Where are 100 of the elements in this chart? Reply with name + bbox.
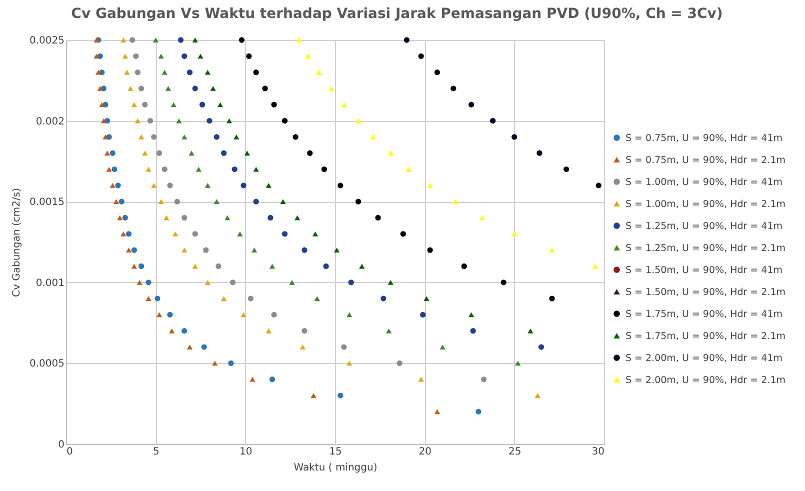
point [146,166,152,172]
point [146,280,152,286]
point [476,408,482,414]
point [538,344,544,350]
chart-title: Cv Gabungan Vs Waktu terhadap Variasi Jarak Pemasangan PVD (U90%, Ch = 3Cv) [71,6,723,22]
point [162,166,168,172]
point [253,198,259,204]
point [271,102,277,108]
point [280,199,286,204]
point [396,360,402,366]
point [490,118,496,124]
point [228,360,234,366]
point [300,344,306,350]
point [292,134,298,140]
point [226,118,232,124]
point [434,409,440,414]
point [246,53,252,59]
point [154,296,160,302]
point [198,54,204,59]
point [500,280,506,286]
y-tick-label: 0.001 [36,278,64,289]
point [112,166,118,172]
point [131,247,137,253]
point [266,328,272,334]
y-tick-label: 0 [58,440,64,450]
point [142,102,148,108]
point [312,231,318,236]
y-tick-label: 0.0025 [30,36,64,46]
point [302,247,308,253]
point [269,376,276,382]
point [370,134,376,140]
point [515,360,521,366]
point [138,263,144,270]
point [434,70,440,76]
point [470,328,476,334]
point [238,37,245,43]
point [220,296,227,302]
point [162,70,168,75]
point [549,248,555,253]
x-tick-label: 0 [66,446,73,458]
point [400,231,406,237]
point [151,182,157,188]
point [210,86,216,91]
point [512,134,518,140]
point [450,86,456,92]
point [262,86,268,92]
point [118,198,124,204]
point [216,263,222,270]
y-axis-title: Cv Gabungan (cm2/s) [12,188,23,297]
point [596,182,602,188]
x-axis-title: Waktu ( minggu) [294,462,378,474]
point [188,150,194,156]
point [165,86,172,91]
point [240,312,246,318]
point [338,392,344,398]
point [294,215,300,220]
legend-label: S = 1.75m, U = 90%, Hdr = 41m [626,308,783,320]
point [232,166,238,172]
point [234,134,240,140]
point [380,296,386,302]
point [427,182,433,188]
point [146,296,152,302]
point [99,102,105,108]
legend-label: S = 1.75m, U = 90%, Hdr = 2.1m [626,330,786,342]
point [461,263,467,270]
point [100,118,106,124]
point [110,182,116,188]
point [204,70,210,75]
point [201,344,207,350]
point [151,134,157,140]
point [230,280,236,286]
point [404,37,410,43]
point [536,150,542,156]
point [348,280,354,286]
point [158,54,164,59]
point [321,166,328,172]
point [142,150,148,156]
point [156,312,162,318]
point [549,296,555,302]
point [296,38,302,42]
point [244,150,250,156]
point [420,312,426,318]
point [388,280,394,285]
point [131,264,137,269]
point [133,53,139,59]
point [176,118,182,124]
point [237,231,243,236]
legend-label: S = 1.00m, U = 90%, Hdr = 41m [626,176,783,188]
point [282,118,288,124]
legend-label: S = 1.00m, U = 90%, Hdr = 2.1m [626,198,786,210]
point [192,38,198,42]
point [120,38,126,42]
point [106,166,112,172]
point [341,102,347,108]
point [253,70,259,76]
x-tick-label: 25 [508,446,522,458]
point [192,86,198,92]
x-tick-label: 30 [592,446,604,458]
point [338,182,344,188]
point [206,118,212,124]
